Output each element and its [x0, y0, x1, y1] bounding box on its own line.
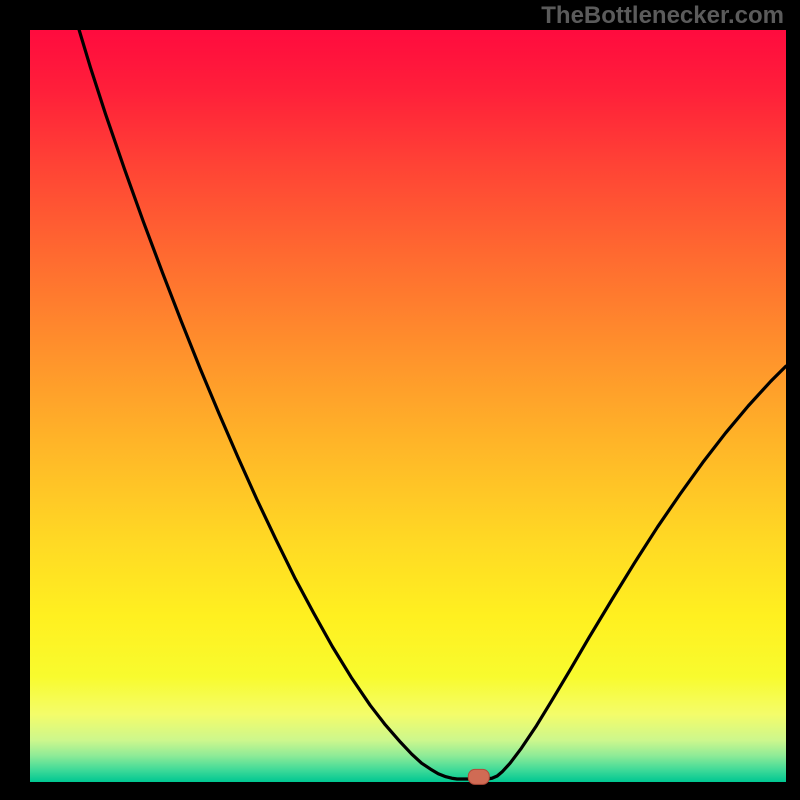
plot-area: [30, 30, 786, 782]
chart-frame: TheBottlenecker.com: [0, 0, 800, 800]
optimal-point-marker: [468, 769, 490, 785]
watermark-text: TheBottlenecker.com: [541, 2, 784, 30]
bottleneck-curve: [30, 30, 786, 782]
